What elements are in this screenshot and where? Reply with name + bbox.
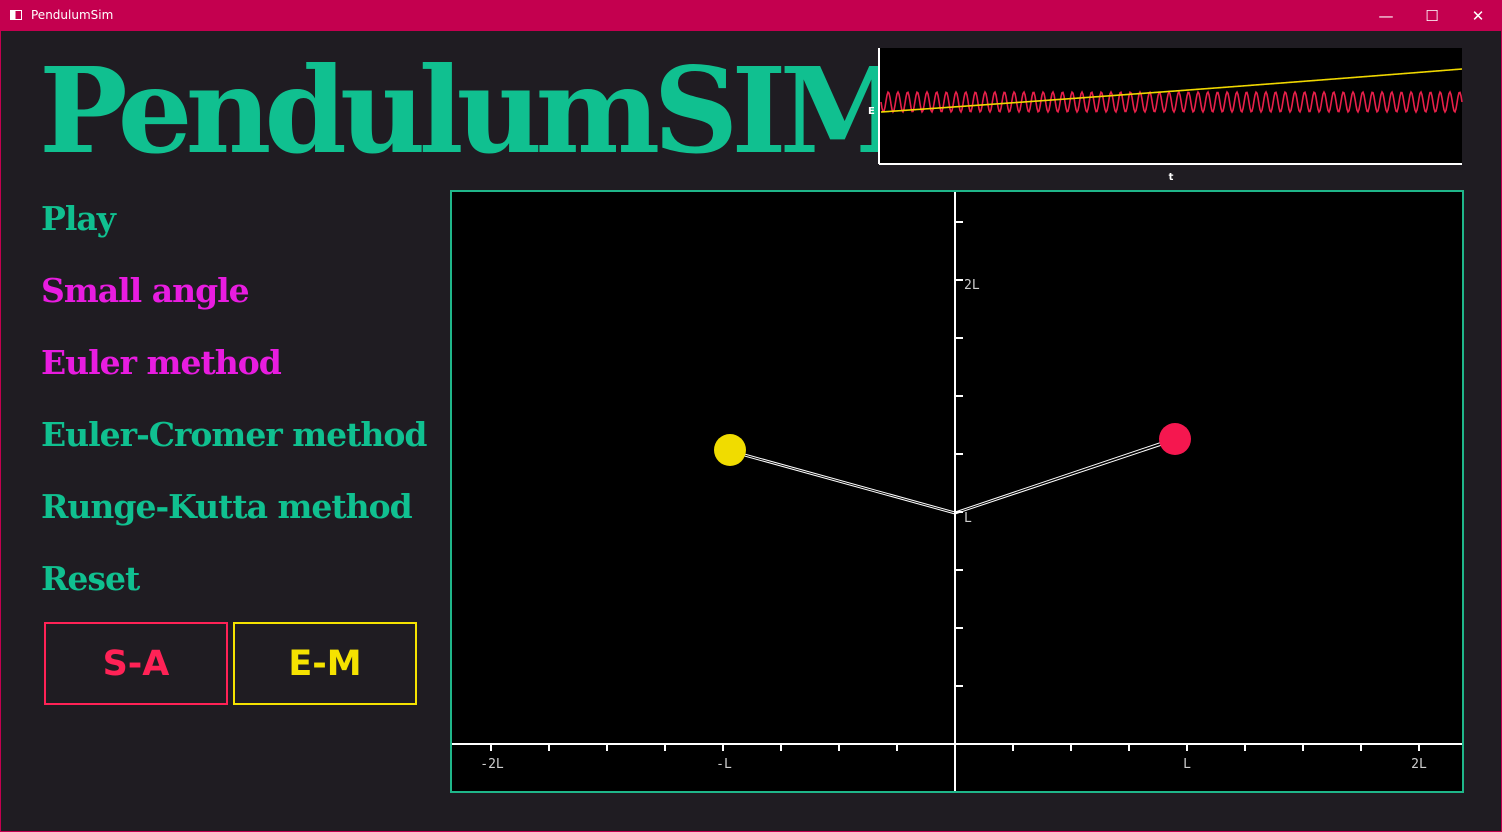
menu-runge-kutta-method[interactable]: Runge-Kutta method — [41, 487, 413, 526]
app-title: PendulumSIM — [39, 41, 910, 180]
energy-plot-ylabel: E — [868, 106, 875, 117]
y-tick-label-l: L — [964, 511, 972, 526]
simulation-plot: -2L -L L 2L 2L L — [452, 192, 1462, 791]
energy-plot-xlabel: t — [1169, 172, 1174, 183]
pendulum-bob-yellow[interactable] — [714, 434, 746, 466]
y-tick-label-2l: 2L — [964, 278, 980, 293]
small-angle-toggle-button[interactable]: S-A — [44, 622, 228, 705]
x-tick-label-minus-2l: -2L — [480, 757, 504, 772]
sim-y-ticks — [955, 221, 963, 687]
menu-play[interactable]: Play — [41, 199, 116, 238]
x-tick-label-minus-l: -L — [716, 757, 732, 772]
sim-x-ticks — [490, 744, 1420, 751]
energy-plot: E t — [868, 48, 1463, 183]
energy-series-drifting — [880, 68, 1463, 113]
pendulum-bob-red[interactable] — [1159, 423, 1191, 455]
close-button[interactable]: ✕ — [1471, 7, 1485, 25]
menu-euler-cromer-method[interactable]: Euler-Cromer method — [41, 415, 427, 454]
menu-small-angle[interactable]: Small angle — [41, 271, 250, 310]
x-tick-label-2l: 2L — [1411, 757, 1427, 772]
window-title: PendulumSim — [31, 8, 114, 22]
menu-reset[interactable]: Reset — [41, 559, 140, 598]
rod-left-outer — [729, 449, 956, 513]
rod-left-inner — [729, 451, 956, 515]
euler-method-toggle-button[interactable]: E-M — [233, 622, 417, 705]
rod-right-inner — [954, 440, 1175, 515]
rod-right-outer — [954, 437, 1175, 513]
energy-series-oscillating — [880, 90, 1463, 114]
maximize-button[interactable]: ☐ — [1425, 7, 1439, 25]
x-tick-label-l: L — [1183, 757, 1191, 772]
app-window-icon — [10, 10, 22, 20]
title-bar[interactable]: PendulumSim — ☐ ✕ — [1, 1, 1501, 31]
menu-euler-method[interactable]: Euler method — [41, 343, 282, 382]
minimize-button[interactable]: — — [1378, 7, 1394, 25]
simulation-canvas[interactable]: -2L -L L 2L 2L L — [450, 190, 1464, 793]
